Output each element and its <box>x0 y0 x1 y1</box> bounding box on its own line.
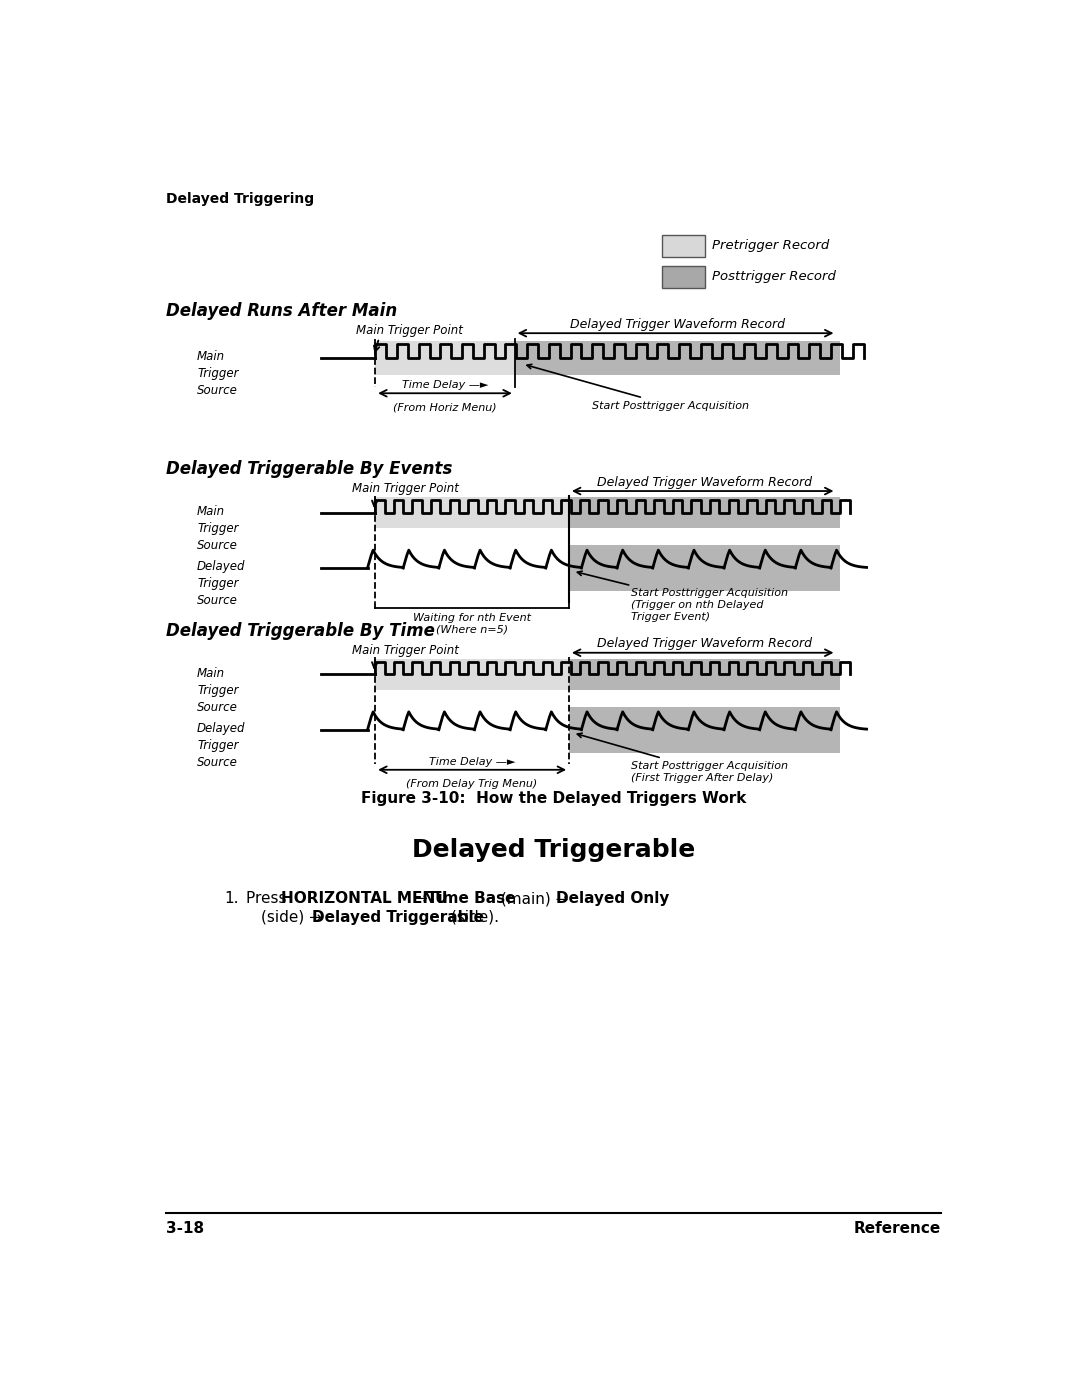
Text: (side) →: (side) → <box>261 909 327 925</box>
Text: Delayed
Trigger
Source: Delayed Trigger Source <box>197 560 245 608</box>
Text: Start Posttrigger Acquisition
(Trigger on nth Delayed
Trigger Event): Start Posttrigger Acquisition (Trigger o… <box>578 571 788 622</box>
Text: Delayed Trigger Waveform Record: Delayed Trigger Waveform Record <box>597 476 812 489</box>
Bar <box>662 267 704 288</box>
Bar <box>515 341 840 374</box>
Bar <box>569 497 840 528</box>
Text: Time Delay —►: Time Delay —► <box>402 380 488 390</box>
Text: Main Trigger Point: Main Trigger Point <box>356 324 462 337</box>
Text: Main
Trigger
Source: Main Trigger Source <box>197 351 239 397</box>
Bar <box>375 497 569 528</box>
Text: Main Trigger Point: Main Trigger Point <box>352 644 459 657</box>
Text: Waiting for nth Event
(Where n=5): Waiting for nth Event (Where n=5) <box>414 613 531 634</box>
Text: Posttrigger Record: Posttrigger Record <box>713 270 836 284</box>
Text: Delayed Trigger Waveform Record: Delayed Trigger Waveform Record <box>597 637 812 651</box>
Text: Pretrigger Record: Pretrigger Record <box>713 239 829 253</box>
Text: (main) →: (main) → <box>496 891 573 907</box>
Text: Delayed Trigger Waveform Record: Delayed Trigger Waveform Record <box>570 319 785 331</box>
Bar <box>375 341 515 374</box>
Text: (From Delay Trig Menu): (From Delay Trig Menu) <box>406 780 538 789</box>
Text: Reference: Reference <box>854 1221 941 1236</box>
Text: 3-18: 3-18 <box>166 1221 204 1236</box>
Text: Delayed Triggerable By Time: Delayed Triggerable By Time <box>166 622 435 640</box>
Text: Start Posttrigger Acquisition: Start Posttrigger Acquisition <box>527 365 750 411</box>
Text: Main Trigger Point: Main Trigger Point <box>352 482 459 495</box>
Text: Start Posttrigger Acquisition
(First Trigger After Delay): Start Posttrigger Acquisition (First Tri… <box>578 733 788 782</box>
Bar <box>375 659 569 690</box>
Text: Delayed Runs After Main: Delayed Runs After Main <box>166 302 397 320</box>
Bar <box>569 707 840 753</box>
Text: Delayed
Trigger
Source: Delayed Trigger Source <box>197 722 245 768</box>
Text: Delayed Triggerable By Events: Delayed Triggerable By Events <box>166 460 453 478</box>
Text: Time Delay —►: Time Delay —► <box>429 757 515 767</box>
Bar <box>569 545 840 591</box>
Text: Delayed Triggering: Delayed Triggering <box>166 193 314 207</box>
Text: (side).: (side). <box>446 909 499 925</box>
Text: Press: Press <box>246 891 292 907</box>
Text: →: → <box>410 891 432 907</box>
Text: Delayed Triggerable: Delayed Triggerable <box>312 909 484 925</box>
Bar <box>569 659 840 690</box>
Text: Delayed Triggerable: Delayed Triggerable <box>411 838 696 862</box>
Text: 1.: 1. <box>225 891 239 907</box>
Bar <box>662 236 704 257</box>
Text: (From Horiz Menu): (From Horiz Menu) <box>393 402 497 412</box>
Text: Time Base: Time Base <box>428 891 516 907</box>
Text: Delayed Only: Delayed Only <box>556 891 670 907</box>
Text: Main
Trigger
Source: Main Trigger Source <box>197 666 239 714</box>
Text: HORIZONTAL MENU: HORIZONTAL MENU <box>281 891 447 907</box>
Text: Main
Trigger
Source: Main Trigger Source <box>197 504 239 552</box>
Text: Figure 3-10:  How the Delayed Triggers Work: Figure 3-10: How the Delayed Triggers Wo… <box>361 791 746 806</box>
